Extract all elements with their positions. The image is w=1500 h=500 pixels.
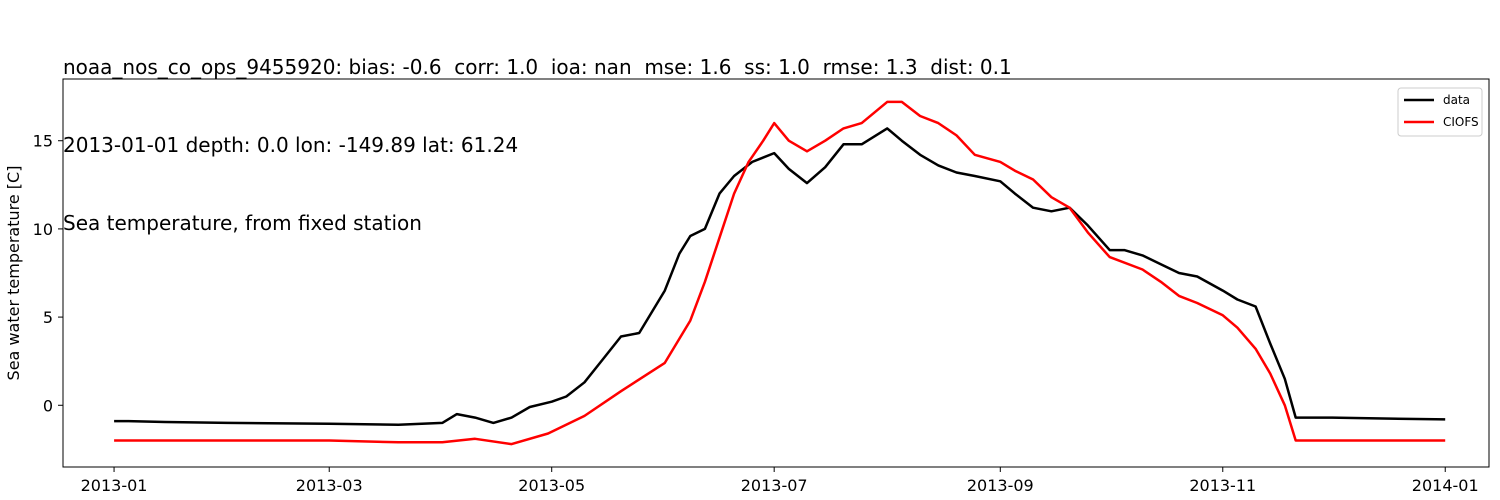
y-tick-label: 0	[43, 396, 53, 415]
x-tick-label: 2013-05	[518, 476, 585, 495]
x-tick-label: 2014-01	[1412, 476, 1479, 495]
chart-title: noaa_nos_co_ops_9455920: bias: -0.6 corr…	[63, 2, 1012, 262]
x-tick-label: 2013-09	[967, 476, 1034, 495]
y-axis-label: Sea water temperature [C]	[4, 166, 23, 381]
legend: data CIOFS	[1397, 87, 1483, 137]
y-tick-label: 15	[33, 132, 53, 151]
axes-frame	[62, 78, 1490, 468]
chart-title-line-2: 2013-01-01 depth: 0.0 lon: -149.89 lat: …	[63, 133, 519, 157]
y-tick-label: 5	[43, 308, 53, 327]
x-tick-label: 2013-01	[81, 476, 148, 495]
series-layer	[114, 100, 1446, 446]
legend-label-data: data	[1443, 93, 1470, 107]
legend-label-ciofs: CIOFS	[1443, 115, 1479, 129]
x-tick-label: 2013-11	[1189, 476, 1256, 495]
chart-title-line-1: noaa_nos_co_ops_9455920: bias: -0.6 corr…	[63, 55, 1012, 79]
x-tick-label: 2013-03	[296, 476, 363, 495]
chart-title-line-3: Sea temperature, from fixed station	[63, 211, 422, 235]
y-axis: 0 5 10 15	[33, 132, 63, 415]
series-line-data	[114, 127, 1446, 426]
x-axis: 2013-01 2013-03 2013-05 2013-07 2013-09 2013-…	[81, 467, 1479, 495]
x-tick-label: 2013-07	[741, 476, 808, 495]
y-tick-label: 10	[33, 220, 53, 239]
series-line-ciofs	[114, 100, 1446, 446]
